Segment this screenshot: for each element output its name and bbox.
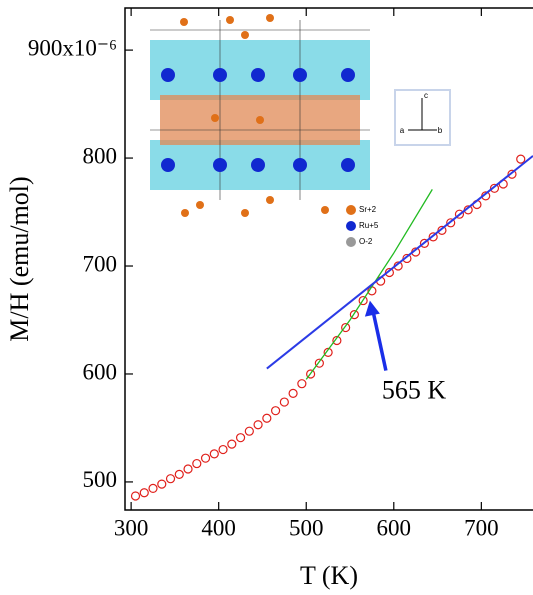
data-point: [516, 154, 526, 164]
inset-legend-label: Sr+2: [359, 205, 377, 214]
data-point: [323, 347, 333, 357]
fit-line: [305, 189, 433, 380]
x-tick-label: 300: [114, 515, 149, 540]
data-point: [227, 439, 237, 449]
data-point: [332, 335, 342, 346]
data-point: [489, 183, 500, 193]
data-point: [288, 388, 298, 399]
data-point: [200, 453, 211, 463]
y-tick-label: 600: [83, 359, 118, 384]
data-point: [235, 433, 246, 443]
data-point: [218, 444, 228, 455]
data-point: [209, 449, 219, 459]
data-point: [297, 379, 307, 389]
inset-axis-label: b: [438, 126, 443, 135]
y-tick-label: 500: [83, 467, 118, 492]
data-point: [314, 358, 324, 368]
y-tick-label: 800: [83, 143, 118, 168]
data-point: [349, 309, 359, 320]
axis-frame: [124, 7, 533, 511]
data-point: [270, 406, 281, 416]
data-point: [454, 209, 465, 219]
data-point: [139, 488, 149, 498]
y-tick-label: 700: [83, 251, 118, 276]
data-point: [174, 469, 184, 479]
crystal-inset: [150, 14, 451, 247]
data-point: [157, 479, 167, 489]
x-tick-label: 400: [201, 515, 236, 540]
x-axis-title: T (K): [300, 561, 358, 590]
data-point: [341, 322, 351, 333]
data-point: [428, 232, 438, 242]
inset-axis-label: c: [424, 91, 428, 100]
annotation: 565 K: [382, 376, 447, 405]
data-point: [148, 483, 158, 494]
data-point: [384, 267, 395, 278]
data-point: [192, 458, 202, 469]
inset-legend-label: Ru+5: [359, 221, 379, 230]
fit-line: [266, 155, 533, 370]
x-tick-label: 700: [464, 515, 499, 540]
y-axis-title: M/H (emu/mol): [5, 176, 34, 341]
data-point: [419, 238, 430, 248]
annotation-arrow: [371, 310, 388, 371]
data-point: [306, 369, 316, 379]
data-point: [253, 420, 263, 430]
data-point: [279, 397, 289, 407]
data-point: [446, 218, 456, 228]
data-point: [130, 491, 141, 501]
data-point: [402, 253, 412, 264]
data-point: [244, 426, 254, 436]
inset-axis-label: a: [400, 126, 405, 135]
data-point: [358, 295, 368, 306]
annotation-arrowhead: [364, 300, 380, 317]
data-point: [165, 474, 176, 484]
x-tick-label: 600: [377, 515, 412, 540]
data-point: [262, 413, 272, 423]
data-point: [183, 464, 193, 474]
data-point: [507, 169, 517, 179]
data-point: [437, 225, 447, 235]
x-tick-label: 500: [289, 515, 324, 540]
y-tick-label: 900x10⁻⁶: [28, 35, 117, 60]
inset-legend-label: O-2: [359, 237, 373, 246]
